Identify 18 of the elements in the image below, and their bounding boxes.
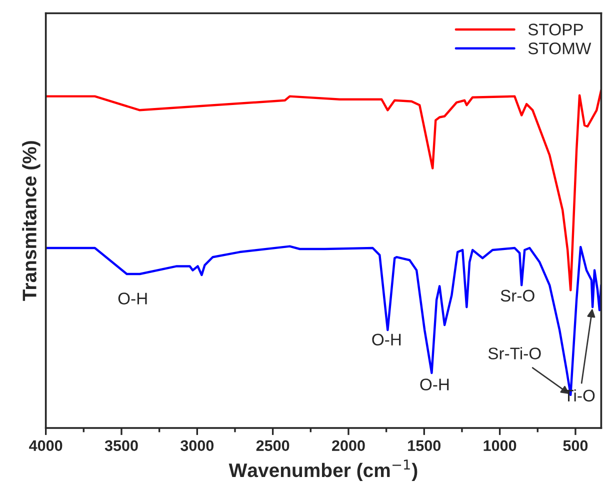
x-tick-label: 3000: [180, 440, 214, 452]
x-tick-label: 1000: [484, 440, 516, 452]
y-axis-title: Transmitance (%): [22, 141, 40, 301]
legend-label: STOPP: [528, 24, 583, 36]
annotation: Sr-O: [500, 290, 534, 302]
x-tick-label: 1500: [408, 440, 441, 452]
annotation: Sr-Ti-O: [488, 347, 541, 360]
annotation: O-H: [420, 378, 449, 390]
annotation: O-H: [372, 334, 401, 346]
legend-label: STOMW: [528, 42, 592, 54]
x-tick-label: 3500: [104, 440, 138, 452]
annotation: O-H: [118, 292, 147, 304]
x-axis-title: Wavenumber (cm$^{−1}$): [228, 460, 418, 482]
x-tick-label: 4000: [29, 440, 62, 452]
x-tick-label: 500: [563, 440, 588, 452]
x-tick-label: 2500: [256, 440, 290, 452]
annotation: Ti-O: [564, 389, 595, 402]
x-tick-label: 2000: [332, 440, 365, 452]
